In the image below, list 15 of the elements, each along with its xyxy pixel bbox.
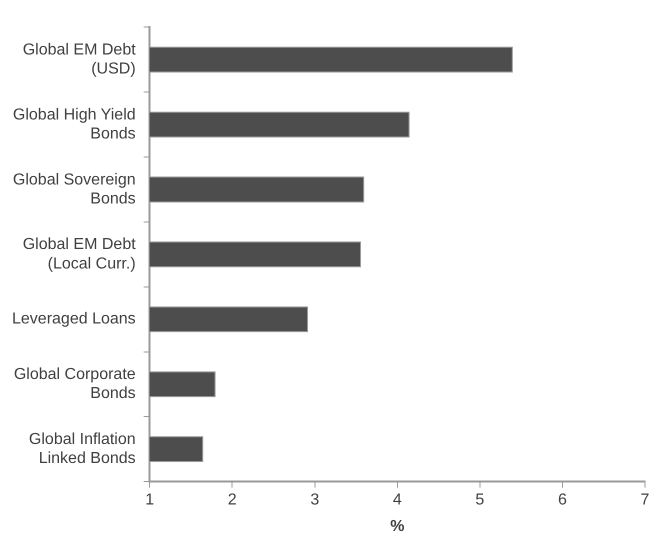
x-tick-label: 1 bbox=[145, 492, 154, 509]
y-tick-label: Global EM Debt (USD) bbox=[22, 41, 136, 78]
y-tick-label: Leveraged Loans bbox=[12, 310, 136, 328]
x-tick-label: 3 bbox=[310, 492, 320, 509]
x-axis-title: % bbox=[390, 518, 404, 535]
x-tick-label: 4 bbox=[392, 492, 402, 509]
x-tick-label: 2 bbox=[228, 492, 237, 509]
y-tick-label: Global Sovereign Bonds bbox=[12, 171, 136, 208]
y-tick-label: Global EM Debt (Local Curr.) bbox=[22, 236, 136, 272]
y-tick-label: Global Inflation Linked Bonds bbox=[28, 430, 136, 468]
y-tick-label: Global Corporate Bonds bbox=[14, 366, 136, 402]
x-tick-label: 6 bbox=[558, 492, 567, 509]
x-tick-label: 7 bbox=[640, 492, 650, 509]
y-tick-label: Global High Yield Bonds bbox=[12, 106, 136, 143]
x-tick-label: 5 bbox=[475, 492, 484, 509]
